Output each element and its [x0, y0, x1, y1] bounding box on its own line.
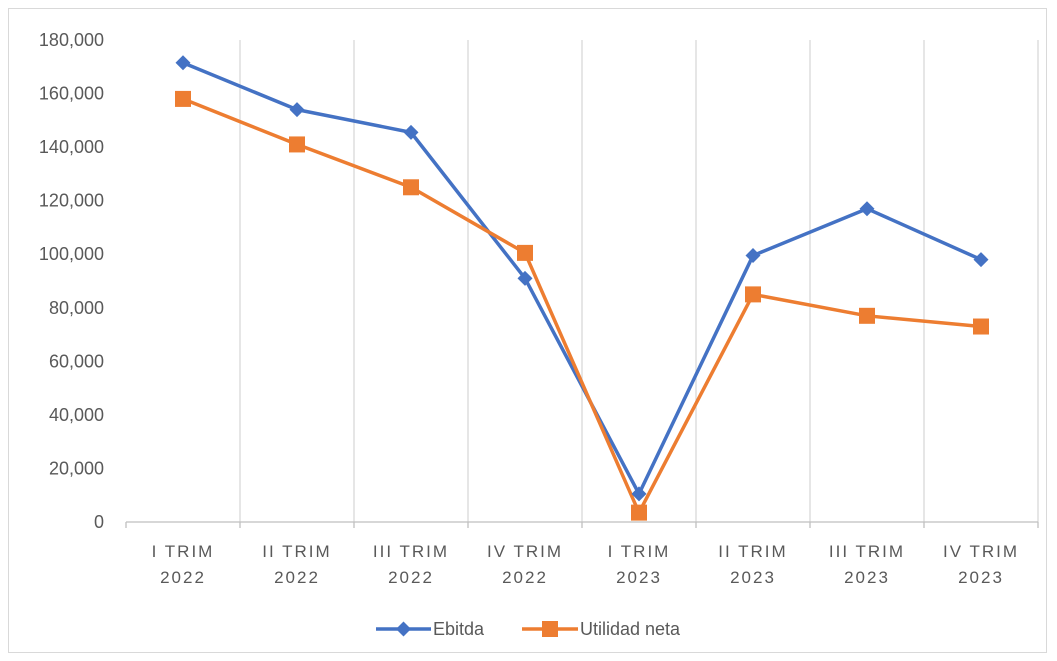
chart-frame — [8, 8, 1047, 653]
y-tick-label: 180,000 — [39, 30, 104, 50]
legend-label-utilidad-neta: Utilidad neta — [580, 619, 681, 639]
x-tick-label-year: 2023 — [844, 568, 890, 587]
x-tick-label-quarter: II TRIM — [262, 542, 331, 561]
data-point-ebitda — [403, 124, 419, 140]
x-tick-label-year: 2023 — [958, 568, 1004, 587]
data-point-utilidad-neta — [631, 504, 647, 521]
x-tick-label-year: 2023 — [730, 568, 776, 587]
y-tick-label: 60,000 — [49, 351, 104, 371]
x-tick-label-year: 2022 — [388, 568, 434, 587]
y-tick-label: 140,000 — [39, 137, 104, 157]
x-tick-label-quarter: III TRIM — [373, 542, 449, 561]
data-point-utilidad-neta — [745, 286, 761, 303]
data-point-ebitda — [745, 248, 761, 264]
x-tick-label-quarter: IV TRIM — [487, 542, 563, 561]
data-point-ebitda — [517, 270, 533, 286]
y-tick-label: 120,000 — [39, 191, 104, 211]
y-tick-label: 160,000 — [39, 84, 104, 104]
x-tick-label-year: 2022 — [160, 568, 206, 587]
data-point-utilidad-neta — [175, 90, 191, 107]
data-point-utilidad-neta — [289, 136, 305, 153]
y-tick-label: 100,000 — [39, 244, 104, 264]
y-tick-label: 80,000 — [49, 298, 104, 318]
y-tick-label: 20,000 — [49, 458, 104, 478]
y-tick-label: 0 — [94, 512, 104, 532]
data-point-utilidad-neta — [403, 179, 419, 196]
legend-marker-utilidad-neta — [542, 621, 558, 637]
x-tick-label-year: 2022 — [502, 568, 548, 587]
series-line-utilidad-neta — [182, 97, 982, 515]
data-point-ebitda — [859, 201, 875, 217]
x-tick-label-year: 2023 — [616, 568, 662, 587]
x-tick-label-quarter: I TRIM — [608, 542, 671, 561]
x-tick-label-year: 2022 — [274, 568, 320, 587]
data-point-ebitda — [631, 486, 647, 502]
data-point-utilidad-neta — [859, 307, 875, 324]
y-tick-label: 40,000 — [49, 405, 104, 425]
data-point-utilidad-neta — [517, 244, 533, 261]
data-point-ebitda — [175, 55, 191, 71]
data-point-ebitda — [973, 252, 989, 268]
legend-marker-ebitda — [396, 621, 411, 637]
x-tick-label-quarter: III TRIM — [829, 542, 905, 561]
x-tick-label-quarter: II TRIM — [718, 542, 787, 561]
x-tick-label-quarter: I TRIM — [152, 542, 215, 561]
x-tick-label-quarter: IV TRIM — [943, 542, 1019, 561]
legend-label-ebitda: Ebitda — [433, 619, 485, 639]
data-point-utilidad-neta — [973, 318, 989, 335]
data-point-ebitda — [289, 102, 305, 118]
